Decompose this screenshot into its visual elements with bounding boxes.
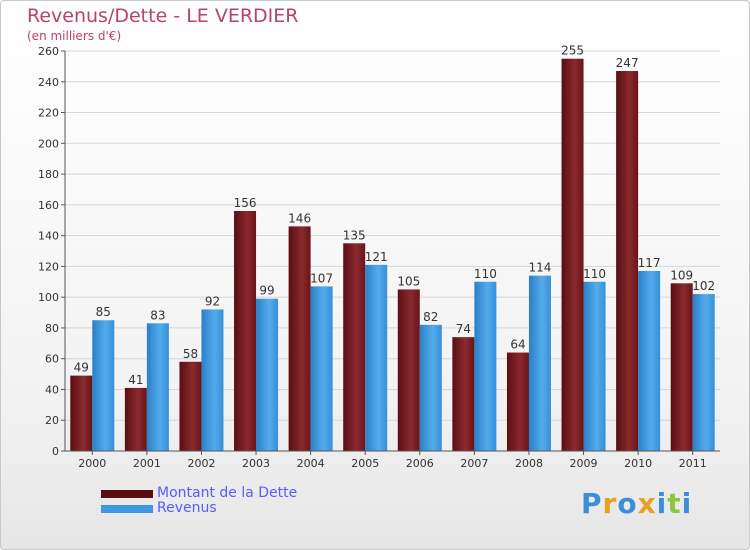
bar-revenus	[201, 309, 224, 451]
y-tick-label: 260	[38, 45, 59, 58]
x-tick-label: 2002	[187, 457, 215, 470]
bar-revenus	[583, 281, 606, 451]
x-tick-label: 2010	[624, 457, 652, 470]
logo-letter: x	[637, 487, 657, 520]
y-tick-label: 140	[38, 230, 59, 243]
x-tick-label: 2004	[297, 457, 325, 470]
data-labels: 49 85 41 83 58 92 156 99 146 107 135 121 105 82 74 110 6…	[74, 44, 716, 387]
bar-dette	[397, 289, 420, 451]
data-label-dette: 109	[670, 268, 693, 282]
data-label-revenus: 85	[96, 305, 111, 319]
y-tick-label: 220	[38, 107, 59, 120]
legend-swatch-revenus	[101, 505, 153, 513]
chart-title: Revenus/Dette - LE VERDIER	[27, 5, 299, 27]
data-label-dette: 255	[561, 44, 584, 58]
y-axis: 0 20 40 60 80 100 120 140 160 180 200 220 240 260	[38, 45, 66, 458]
bar-revenus	[638, 271, 661, 451]
bar-dette	[616, 71, 639, 451]
data-label-revenus: 102	[692, 279, 715, 293]
bars	[70, 58, 715, 451]
x-tick-label: 2009	[570, 457, 598, 470]
y-tick-label: 20	[45, 414, 59, 427]
y-tick-label: 40	[45, 383, 59, 396]
bar-dette	[288, 226, 311, 451]
logo-letter: o	[617, 487, 638, 520]
y-tick-label: 0	[52, 445, 59, 458]
data-label-dette: 156	[234, 196, 257, 210]
x-tick-label: 2005	[351, 457, 379, 470]
bar-revenus	[365, 264, 388, 451]
data-label-dette: 105	[397, 274, 420, 288]
x-tick-label: 2007	[460, 457, 488, 470]
logo-letter: i	[681, 487, 693, 520]
bar-revenus	[528, 275, 551, 451]
bar-dette	[234, 211, 257, 451]
legend-label-revenus: Revenus	[157, 500, 217, 516]
bar-revenus	[474, 281, 497, 451]
data-label-revenus: 107	[310, 271, 333, 285]
y-tick-label: 180	[38, 168, 59, 181]
data-label-revenus: 82	[423, 310, 438, 324]
x-axis: 2000 2001 2002 2003 2004 2005 2006 2007 2008 2009…	[65, 450, 720, 470]
data-label-dette: 64	[510, 338, 525, 352]
y-tick-label: 120	[38, 260, 59, 273]
bar-revenus	[256, 298, 279, 451]
data-label-revenus: 114	[529, 261, 552, 275]
data-label-revenus: 92	[205, 294, 220, 308]
chart-subtitle: (en milliers d'€)	[27, 29, 122, 43]
data-label-dette: 41	[128, 373, 143, 387]
x-tick-label: 2001	[133, 457, 161, 470]
y-tick-label: 100	[38, 291, 59, 304]
proxiti-logo: Proxiti	[581, 487, 692, 520]
grid-lines	[65, 50, 720, 452]
legend-swatch-debt	[101, 490, 153, 498]
logo-letter: t	[667, 487, 682, 520]
bar-dette	[452, 337, 475, 451]
data-label-revenus: 110	[583, 267, 606, 281]
data-label-dette: 58	[183, 347, 198, 361]
data-label-dette: 74	[456, 322, 471, 336]
bar-dette	[70, 375, 93, 451]
bar-revenus	[419, 324, 442, 451]
y-tick-label: 200	[38, 137, 59, 150]
bar-dette	[124, 387, 147, 451]
y-tick-label: 80	[45, 322, 59, 335]
data-label-dette: 135	[343, 228, 366, 242]
data-label-revenus: 99	[259, 284, 274, 298]
bar-revenus	[146, 323, 169, 451]
logo-letter: P	[581, 487, 603, 520]
x-tick-label: 2006	[406, 457, 434, 470]
x-tick-label: 2011	[679, 457, 707, 470]
logo-letter: i	[656, 487, 668, 520]
data-label-dette: 247	[616, 56, 639, 70]
y-tick-label: 240	[38, 76, 59, 89]
x-tick-label: 2003	[242, 457, 270, 470]
y-tick-label: 60	[45, 353, 59, 366]
bar-revenus	[92, 320, 115, 451]
data-label-revenus: 117	[638, 256, 661, 270]
x-tick-label: 2000	[78, 457, 106, 470]
legend-label-debt: Montant de la Dette	[157, 485, 298, 501]
bar-dette	[561, 58, 584, 451]
data-label-revenus: 121	[365, 250, 388, 264]
bar-dette	[343, 243, 366, 451]
bar-dette	[670, 283, 693, 451]
data-label-revenus: 110	[474, 267, 497, 281]
bar-dette	[506, 352, 529, 451]
data-label-dette: 146	[288, 211, 311, 225]
bar-dette	[179, 361, 202, 451]
data-label-dette: 49	[74, 361, 89, 375]
bar-revenus	[692, 294, 715, 451]
x-tick-label: 2008	[515, 457, 543, 470]
bar-revenus	[310, 286, 333, 451]
y-tick-label: 160	[38, 199, 59, 212]
logo-letter: r	[602, 487, 618, 520]
data-label-revenus: 83	[150, 308, 165, 322]
